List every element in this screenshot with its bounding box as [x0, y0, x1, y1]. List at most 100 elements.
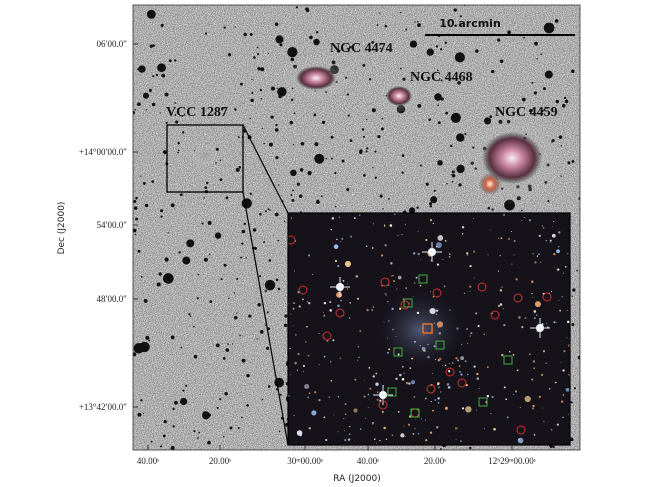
star — [314, 153, 325, 164]
star — [421, 346, 426, 351]
star — [434, 398, 437, 401]
star — [348, 433, 351, 436]
star — [383, 321, 385, 323]
star — [501, 286, 503, 288]
star — [439, 391, 442, 393]
star — [555, 99, 560, 104]
star — [292, 325, 294, 327]
star — [568, 413, 570, 415]
star — [155, 73, 159, 77]
star — [245, 257, 247, 259]
star — [306, 301, 308, 303]
star — [290, 374, 292, 376]
star — [374, 150, 377, 153]
star — [464, 132, 467, 136]
star — [182, 256, 191, 265]
star — [541, 110, 544, 113]
star — [152, 44, 155, 47]
star — [179, 397, 188, 406]
star — [368, 78, 372, 81]
star — [238, 166, 242, 169]
star — [300, 211, 302, 213]
star — [437, 327, 439, 329]
star — [429, 307, 436, 315]
star — [407, 423, 411, 426]
star — [562, 416, 564, 419]
star — [499, 289, 503, 292]
star — [366, 308, 369, 312]
star — [381, 117, 384, 120]
star — [375, 372, 378, 375]
galaxy-label: NGC 4474 — [330, 41, 393, 56]
star — [373, 438, 376, 441]
star — [325, 438, 328, 442]
star — [315, 31, 319, 34]
candidate-marker — [490, 310, 500, 320]
star — [524, 316, 527, 320]
star — [379, 47, 382, 50]
star — [268, 259, 272, 262]
star — [515, 278, 518, 281]
star — [449, 309, 451, 311]
spike — [330, 277, 350, 297]
y-tick-label: 54′00.0″ — [97, 220, 128, 230]
star — [405, 435, 407, 437]
star — [415, 276, 418, 279]
star — [374, 176, 377, 179]
star — [228, 297, 230, 299]
star — [256, 338, 258, 340]
spike — [530, 318, 550, 338]
star — [388, 198, 390, 200]
star — [388, 320, 390, 322]
star — [473, 250, 476, 253]
star — [313, 38, 320, 46]
star — [425, 182, 429, 186]
star — [146, 9, 156, 19]
x-tick-label: 40.00ˢ — [137, 456, 159, 466]
star — [506, 416, 509, 419]
star — [375, 382, 379, 387]
star — [240, 256, 243, 259]
member-marker — [478, 397, 488, 407]
star — [188, 313, 191, 316]
star — [570, 401, 573, 404]
star — [516, 369, 519, 372]
star — [397, 353, 400, 356]
star — [437, 235, 444, 241]
star — [427, 343, 429, 345]
star — [554, 19, 559, 23]
star — [305, 341, 307, 343]
star — [391, 307, 394, 311]
star — [363, 395, 366, 398]
star — [151, 102, 156, 107]
star — [445, 111, 449, 115]
star — [336, 291, 343, 298]
star — [543, 22, 555, 34]
star — [467, 373, 469, 376]
star — [397, 410, 400, 413]
member-marker — [418, 274, 428, 284]
star — [558, 135, 563, 139]
star — [167, 232, 169, 234]
star — [446, 383, 450, 386]
star — [251, 78, 253, 81]
star — [145, 335, 150, 340]
star — [401, 365, 404, 368]
star — [419, 345, 421, 347]
star — [292, 189, 295, 192]
star — [491, 208, 494, 211]
star — [449, 371, 450, 373]
star — [261, 127, 263, 130]
star — [564, 99, 569, 104]
star — [571, 323, 575, 327]
star — [340, 299, 342, 302]
star — [137, 412, 142, 417]
star — [295, 6, 299, 9]
star — [248, 314, 252, 318]
star — [372, 422, 374, 424]
star — [334, 205, 337, 208]
star — [534, 261, 537, 264]
star — [547, 200, 550, 203]
star — [284, 220, 286, 223]
